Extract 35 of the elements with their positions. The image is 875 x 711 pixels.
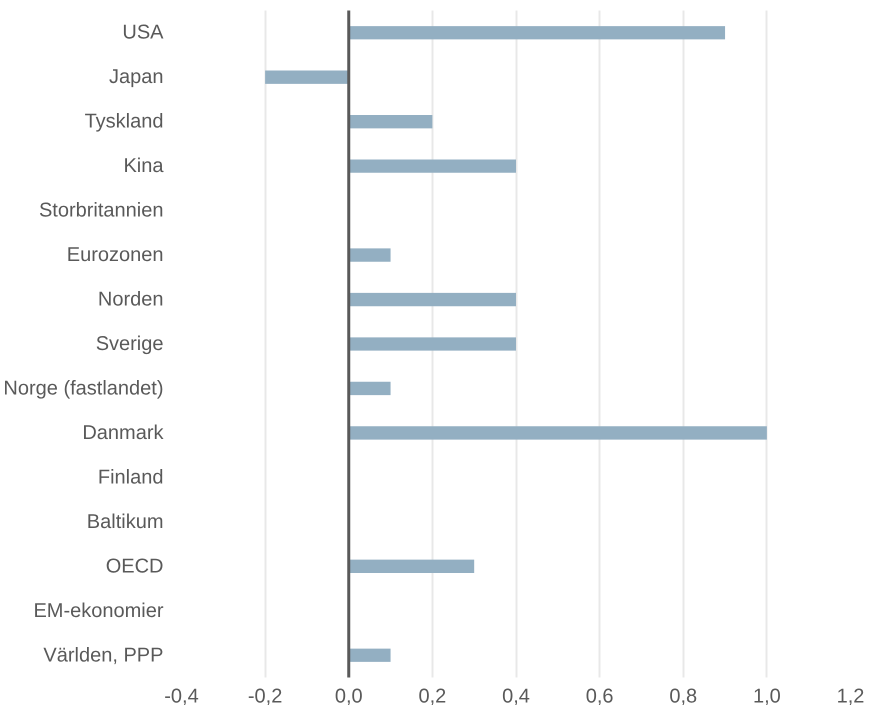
x-tick-label: 0,0 [334,686,363,708]
bar [348,560,474,574]
y-tick-label: Baltikum [86,510,164,533]
y-tick-label: Norge (fastlandet) [3,377,164,400]
x-tick-label: 0,6 [586,686,614,708]
bar [348,159,516,173]
bar [348,248,391,262]
y-tick-label: Storbritannien [38,200,164,222]
y-tick-label: Eurozonen [66,244,164,266]
y-tick-label: Finland [98,466,164,488]
bar [348,337,516,351]
y-tick-label: Japan [109,66,164,88]
x-tick-label: -0,4 [164,686,199,708]
y-tick-label: Norden [98,288,164,311]
y-tick-label: Danmark [82,422,164,444]
y-tick-label: Kina [123,155,164,178]
y-tick-label: EM-ekonomier [33,600,164,622]
y-tick-label: Tyskland [84,110,164,133]
x-tick-label: 0,4 [502,686,530,708]
bar [348,648,391,662]
y-tick-label: Världen, PPP [43,644,164,666]
bar [348,426,767,440]
bar [348,114,432,128]
y-tick-label: USA [122,22,164,44]
bar [348,382,391,396]
bar [265,70,349,84]
bar [348,26,726,40]
x-tick-label: -0,2 [248,686,282,708]
x-tick-label: 1,0 [752,686,781,708]
x-tick-label: 0,2 [418,686,446,708]
x-tick-label: 1,2 [836,686,864,708]
x-tick-label: 0,8 [669,686,698,708]
y-tick-label: OECD [106,555,164,578]
y-tick-label: Sverige [96,333,164,355]
bar [348,292,516,306]
